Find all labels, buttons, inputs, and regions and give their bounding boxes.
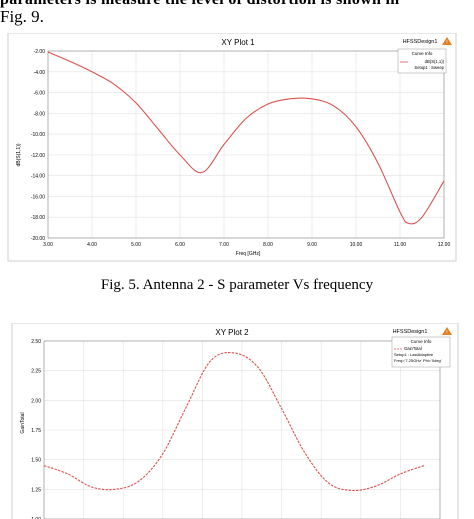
- y-tick-label: -18.00: [31, 215, 45, 221]
- y-tick-label: 2.50: [31, 339, 41, 345]
- series-layer: [47, 51, 445, 225]
- body-text-line: parameters is measure the level of disto…: [0, 0, 474, 9]
- x-tick-label: 11.00: [394, 242, 406, 248]
- legend-series-sub: Setup1 : LastAdaptive: [394, 352, 434, 357]
- legend-series-sub: Setup1 : Sweep: [414, 65, 444, 70]
- y-tick-label: -10.00: [31, 132, 45, 138]
- plot-area-border: [47, 50, 445, 239]
- plot-title: XY Plot 2: [215, 328, 249, 337]
- axes: 2.50 2.25 2.00 1.75 1.50 1.25 1.00: [31, 339, 441, 519]
- x-tick-label: 5.00: [131, 242, 141, 248]
- x-tick-label: 9.00: [307, 242, 317, 248]
- legend-title: Curve Info: [412, 51, 433, 56]
- legend-series-name: dB(S(1,1)): [425, 59, 445, 64]
- y-tick-label: 1.50: [31, 458, 41, 464]
- y-tick-label: 2.25: [31, 369, 41, 375]
- plot-title: XY Plot 1: [221, 38, 255, 47]
- y-tick-label: 1.75: [31, 428, 41, 434]
- y-tick-label: -20.00: [31, 236, 45, 242]
- series-layer: [43, 351, 425, 492]
- series-line-s11: [47, 51, 445, 225]
- x-tick-label: 6.00: [175, 242, 185, 248]
- y-tick-label: -2.00: [34, 49, 46, 55]
- svg-text:!: !: [446, 330, 447, 336]
- y-tick-label: 2.00: [31, 398, 41, 404]
- plot-frame: [7, 33, 457, 262]
- x-tick-label: 3.00: [43, 242, 53, 248]
- x-tick-label: 7.00: [219, 242, 229, 248]
- x-axis-label: Freq [GHz]: [236, 251, 261, 257]
- design-label: HFSSDesign1: [393, 329, 428, 335]
- series-line-gaintotal: [43, 351, 425, 492]
- figure-caption: Fig. 5. Antenna 2 - S parameter Vs frequ…: [100, 277, 374, 293]
- x-tick-label: 10.00: [350, 242, 363, 248]
- axes: 3.00 4.00 5.00 6.00 7.00 8.00 9.00 10.00 11.00 12…: [31, 49, 451, 248]
- y-axis-label: GainTotal: [20, 412, 26, 433]
- y-tick-label: -16.00: [31, 194, 45, 200]
- legend-title: Curve Info: [411, 339, 432, 344]
- x-tick-label: 12.00: [438, 242, 451, 248]
- y-tick-label: -4.00: [34, 70, 46, 76]
- y-tick-label: -6.00: [34, 91, 46, 97]
- svg-text:!: !: [446, 40, 447, 46]
- y-tick-label: 1.25: [31, 487, 41, 493]
- y-tick-label: 1.00: [31, 517, 41, 519]
- body-text-fig-ref: Fig. 9.: [0, 7, 44, 26]
- design-label: HFSSDesign1: [403, 39, 438, 45]
- y-tick-label: -12.00: [31, 153, 45, 159]
- logo-icon: !: [442, 327, 452, 336]
- legend: Curve Info dB(S(1,1)) Setup1 : Sweep: [397, 48, 447, 74]
- legend: Curve Info GainTotal Setup1 : LastAdapti…: [391, 336, 451, 368]
- legend-series-name: GainTotal: [404, 346, 422, 351]
- y-axis-label: dB(S(1,1)): [16, 143, 22, 166]
- x-tick-label: 4.00: [87, 242, 97, 248]
- figure-xy-plot-1: XY Plot 1 HFSSDesign1 ! 3.00 4.00 5.00 6.00…: [7, 33, 457, 262]
- figure-xy-plot-2: XY Plot 2 HFSSDesign1 ! 2.50 2.25 2.00 1.75…: [11, 323, 459, 519]
- legend-series-sub2: Freq='7.25GHz' Phi='0deg': [394, 358, 442, 363]
- x-tick-label: 8.00: [263, 242, 273, 248]
- plot-frame: [11, 323, 459, 519]
- y-tick-label: -8.00: [34, 111, 46, 117]
- plot-area-border: [43, 340, 441, 519]
- logo-icon: !: [442, 37, 452, 46]
- y-tick-label: -14.00: [31, 174, 45, 180]
